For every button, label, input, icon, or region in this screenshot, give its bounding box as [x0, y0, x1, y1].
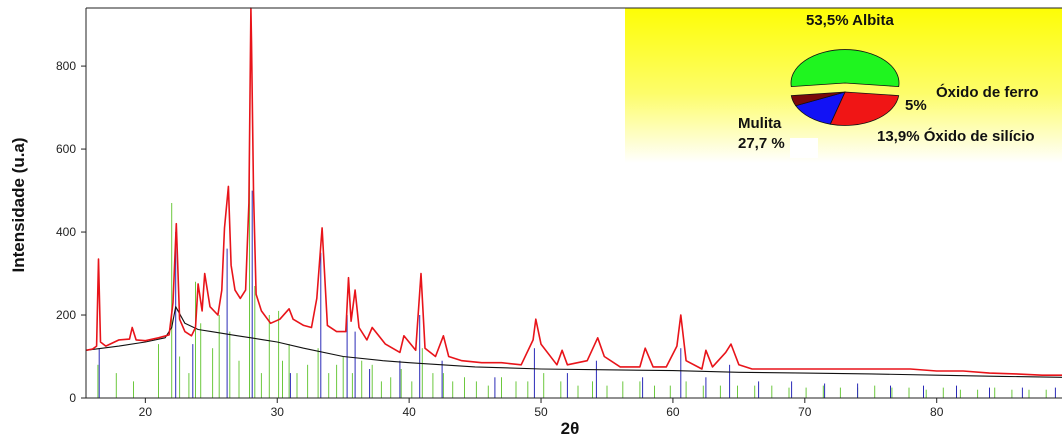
x-tick-label-50: 50 — [534, 405, 548, 419]
pie-label-albita: 53,5% Albita — [806, 12, 894, 29]
x-tick-label-60: 60 — [666, 405, 680, 419]
pie-chart — [790, 49, 900, 126]
pie-inset-background — [625, 8, 1062, 163]
y-axis-label: Intensidade (u.a) — [9, 137, 28, 272]
series-background — [85, 306, 1062, 378]
pie-label-oxido-ferro-name: Óxido de ferro — [936, 83, 1039, 101]
y-tick-label-600: 600 — [56, 142, 76, 156]
series-layer — [85, 7, 1062, 378]
pie-label-mulita-value: 27,7 % — [738, 135, 785, 152]
pie-slice-1 — [829, 91, 900, 126]
y-tick-label-0: 0 — [69, 391, 76, 405]
x-tick-label-70: 70 — [798, 405, 812, 419]
x-tick-label-20: 20 — [139, 405, 153, 419]
pie-slice-3 — [790, 91, 846, 107]
x-tick-label-80: 80 — [930, 405, 944, 419]
x-tick-label-30: 30 — [271, 405, 285, 419]
x-axis-label: 2θ — [561, 419, 580, 438]
y-tick-label-200: 200 — [56, 308, 76, 322]
x-tick-label-40: 40 — [402, 405, 416, 419]
pie-label-oxido-silicio: 13,9% Óxido de silício — [877, 127, 1035, 145]
series-observed — [85, 7, 1062, 377]
y-tick-label-400: 400 — [56, 225, 76, 239]
pie-slice-0 — [790, 49, 900, 88]
pie-label-white-box — [790, 138, 818, 158]
y-tick-label-800: 800 — [56, 59, 76, 73]
pie-label-mulita-name: Mulita — [738, 115, 782, 132]
pie-label-oxido-ferro-value: 5% — [905, 97, 927, 114]
reference-pattern-layer — [97, 165, 1056, 398]
